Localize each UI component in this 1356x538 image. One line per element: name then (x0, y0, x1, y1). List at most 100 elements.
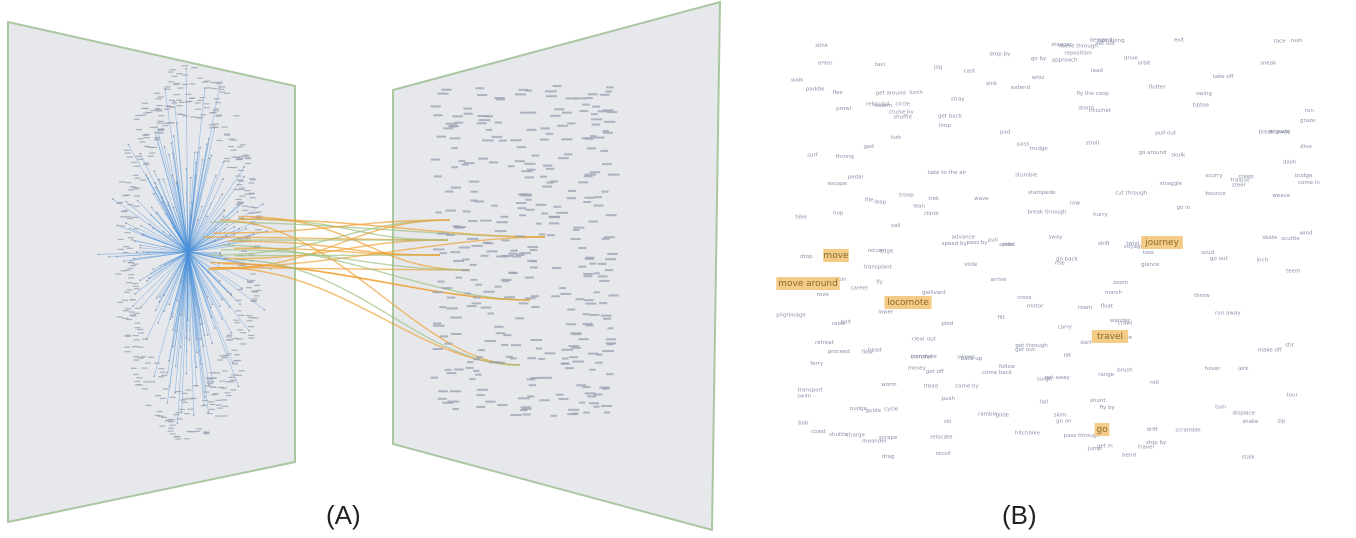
projected-node (473, 358, 481, 361)
tree-leaf-label (195, 108, 202, 110)
tree-node (163, 245, 166, 248)
projected-node (468, 378, 476, 381)
projected-node (527, 246, 539, 249)
projected-node (584, 257, 595, 260)
tree-node (112, 198, 114, 201)
cloud-word: trek (928, 196, 940, 202)
tree-node (233, 226, 236, 228)
projected-node (474, 200, 484, 203)
projected-node (450, 186, 462, 189)
projected-node (491, 204, 498, 207)
tree-leaf-label (255, 289, 262, 292)
projected-node (540, 127, 550, 130)
tree-node (158, 295, 161, 298)
tree-leaf-label (181, 398, 188, 400)
tree-leaf-label (239, 187, 246, 189)
tree-edge (112, 198, 189, 253)
tree-edge (187, 251, 213, 344)
projected-node (430, 158, 440, 161)
projected-node (465, 366, 474, 369)
cloud-word: come in (1298, 180, 1320, 186)
cloud-word: fly (876, 279, 883, 285)
projected-node (433, 322, 442, 325)
tree-leaf-label (183, 413, 190, 415)
tree-leaf-label (161, 416, 168, 418)
projected-node (555, 393, 564, 396)
cloud-word: swim (797, 394, 811, 400)
cloud-word: go around (1139, 150, 1167, 156)
tree-node (199, 146, 202, 149)
projected-node (560, 292, 572, 295)
projected-node (476, 388, 489, 391)
cloud-word: sail (891, 223, 901, 229)
tree-leaf-label (172, 83, 179, 86)
tree-leaf-label (178, 408, 185, 410)
tree-edge (187, 245, 233, 253)
projected-node (607, 343, 614, 346)
cloud-word: lean (913, 204, 925, 210)
tree-edge (156, 138, 189, 253)
tree-leaf-label (196, 428, 203, 430)
projected-node (572, 412, 579, 415)
projected-node (527, 168, 536, 171)
tree-leaf-label (166, 106, 173, 108)
tree-leaf-label (243, 155, 250, 157)
projected-node (494, 325, 504, 328)
tree-leaf-label (249, 179, 256, 181)
tree-node (174, 391, 177, 394)
tree-leaf-label (216, 139, 223, 142)
projected-node (518, 88, 529, 91)
tree-leaf-label (173, 414, 180, 416)
tree-leaf-label (248, 192, 255, 194)
tree-node (172, 206, 175, 209)
tree-leaf-label (133, 118, 140, 120)
tree-leaf-label (191, 66, 198, 69)
tree-leaf-label (194, 430, 201, 432)
projected-node (584, 299, 594, 302)
highlighted-word-box (1141, 236, 1183, 249)
tree-leaf-label (144, 362, 151, 364)
cloud-word: charge (846, 433, 866, 439)
tree-edge (187, 251, 250, 332)
tree-node (158, 178, 161, 181)
projected-node (593, 405, 600, 408)
tree-leaf-label (232, 337, 239, 340)
cloud-word: shuffle (893, 114, 912, 120)
cloud-word: commute (911, 354, 938, 360)
cloud-word: turn (1215, 405, 1227, 411)
tree-leaf-label (155, 108, 162, 111)
tree-leaf-label (236, 288, 243, 291)
tree-node (219, 251, 222, 254)
tree-edge (187, 229, 216, 253)
projected-node (572, 228, 580, 231)
tree-leaf-label (236, 374, 243, 376)
cross-link (211, 267, 471, 271)
cloud-word: wave (974, 196, 989, 202)
cloud-word: glide (996, 413, 1010, 419)
tree-leaf-label (221, 357, 228, 359)
tree-leaf-label (116, 202, 123, 204)
tree-leaf-label (203, 103, 210, 105)
projected-node (494, 97, 505, 100)
projected-node (584, 137, 594, 140)
cloud-word: shake (1242, 419, 1259, 425)
cloud-word: recoil (936, 451, 951, 457)
cloud-word: march (1105, 290, 1123, 296)
cloud-word: sink (986, 81, 998, 87)
projected-node (550, 414, 557, 417)
tree-leaf-label (141, 367, 148, 369)
tree-node (233, 233, 236, 236)
projected-node (468, 219, 478, 222)
radial-tree (97, 65, 272, 440)
projected-node (510, 357, 517, 360)
tree-leaf-label (163, 108, 170, 110)
cloud-word: back up (960, 356, 982, 362)
projected-node (510, 139, 522, 142)
tree-leaf-label (237, 238, 244, 240)
projected-node (588, 220, 599, 223)
tree-leaf-label (219, 380, 226, 382)
tree-leaf-label (209, 372, 216, 374)
tree-leaf-label (142, 102, 149, 104)
tree-edge (187, 251, 228, 293)
